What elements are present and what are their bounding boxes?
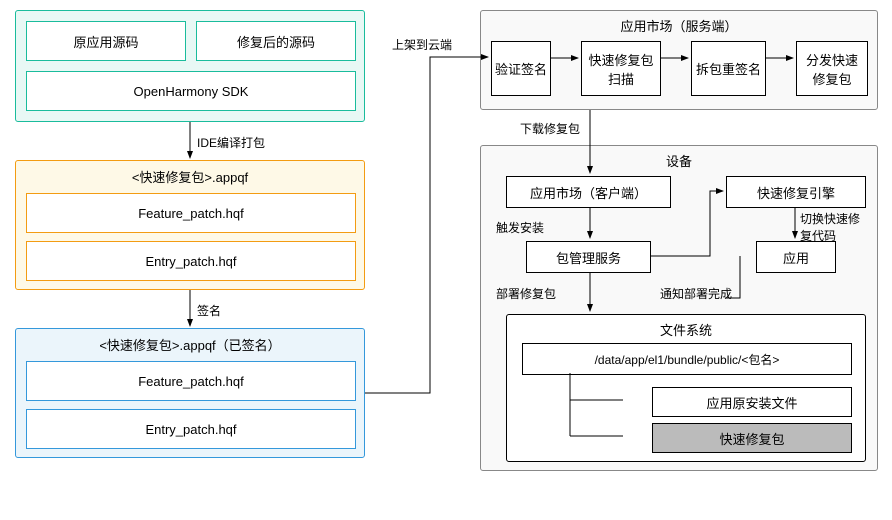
device-title: 设备 — [481, 151, 877, 170]
feature-patch-box: Feature_patch.hqf — [26, 193, 356, 233]
ide-compile-label: IDE编译打包 — [197, 134, 265, 151]
verify-sign-box: 验证签名 — [491, 41, 551, 96]
sdk-box: OpenHarmony SDK — [26, 71, 356, 111]
server-title: 应用市场（服务端） — [481, 16, 877, 35]
signed-container: <快速修复包>.appqf（已签名） Feature_patch.hqf Ent… — [15, 328, 365, 458]
engine-box: 快速修复引擎 — [726, 176, 866, 208]
repack-box: 拆包重签名 — [691, 41, 766, 96]
fs-path-box: /data/app/el1/bundle/public/<包名> — [522, 343, 852, 375]
notify-label: 通知部署完成 — [660, 285, 732, 302]
appqf-container: <快速修复包>.appqf Feature_patch.hqf Entry_pa… — [15, 160, 365, 290]
distribute-box: 分发快速修复包 — [796, 41, 868, 96]
device-container: 设备 应用市场（客户端） 快速修复引擎 包管理服务 应用 文件系统 /data/… — [480, 145, 878, 471]
signed-title: <快速修复包>.appqf（已签名） — [16, 335, 364, 354]
client-box: 应用市场（客户端） — [506, 176, 671, 208]
switch-label: 切换快速修复代码 — [800, 210, 860, 244]
trigger-label: 触发安装 — [496, 219, 544, 236]
fs-orig-box: 应用原安装文件 — [652, 387, 852, 417]
app-box: 应用 — [756, 241, 836, 273]
fixed-source-box: 修复后的源码 — [196, 21, 356, 61]
orig-source-box: 原应用源码 — [26, 21, 186, 61]
download-label: 下载修复包 — [520, 120, 580, 137]
signed-feature-box: Feature_patch.hqf — [26, 361, 356, 401]
signed-entry-box: Entry_patch.hqf — [26, 409, 356, 449]
fs-title: 文件系统 — [507, 320, 865, 339]
upload-label: 上架到云端 — [392, 36, 452, 53]
fs-patch-box: 快速修复包 — [652, 423, 852, 453]
pms-box: 包管理服务 — [526, 241, 651, 273]
appqf-title: <快速修复包>.appqf — [16, 167, 364, 186]
source-container: 原应用源码 修复后的源码 OpenHarmony SDK — [15, 10, 365, 122]
fs-container: 文件系统 /data/app/el1/bundle/public/<包名> 应用… — [506, 314, 866, 462]
server-container: 应用市场（服务端） 验证签名 快速修复包扫描 拆包重签名 分发快速修复包 — [480, 10, 878, 110]
scan-box: 快速修复包扫描 — [581, 41, 661, 96]
deploy-label: 部署修复包 — [496, 285, 556, 302]
entry-patch-box: Entry_patch.hqf — [26, 241, 356, 281]
sign-label: 签名 — [197, 302, 221, 319]
